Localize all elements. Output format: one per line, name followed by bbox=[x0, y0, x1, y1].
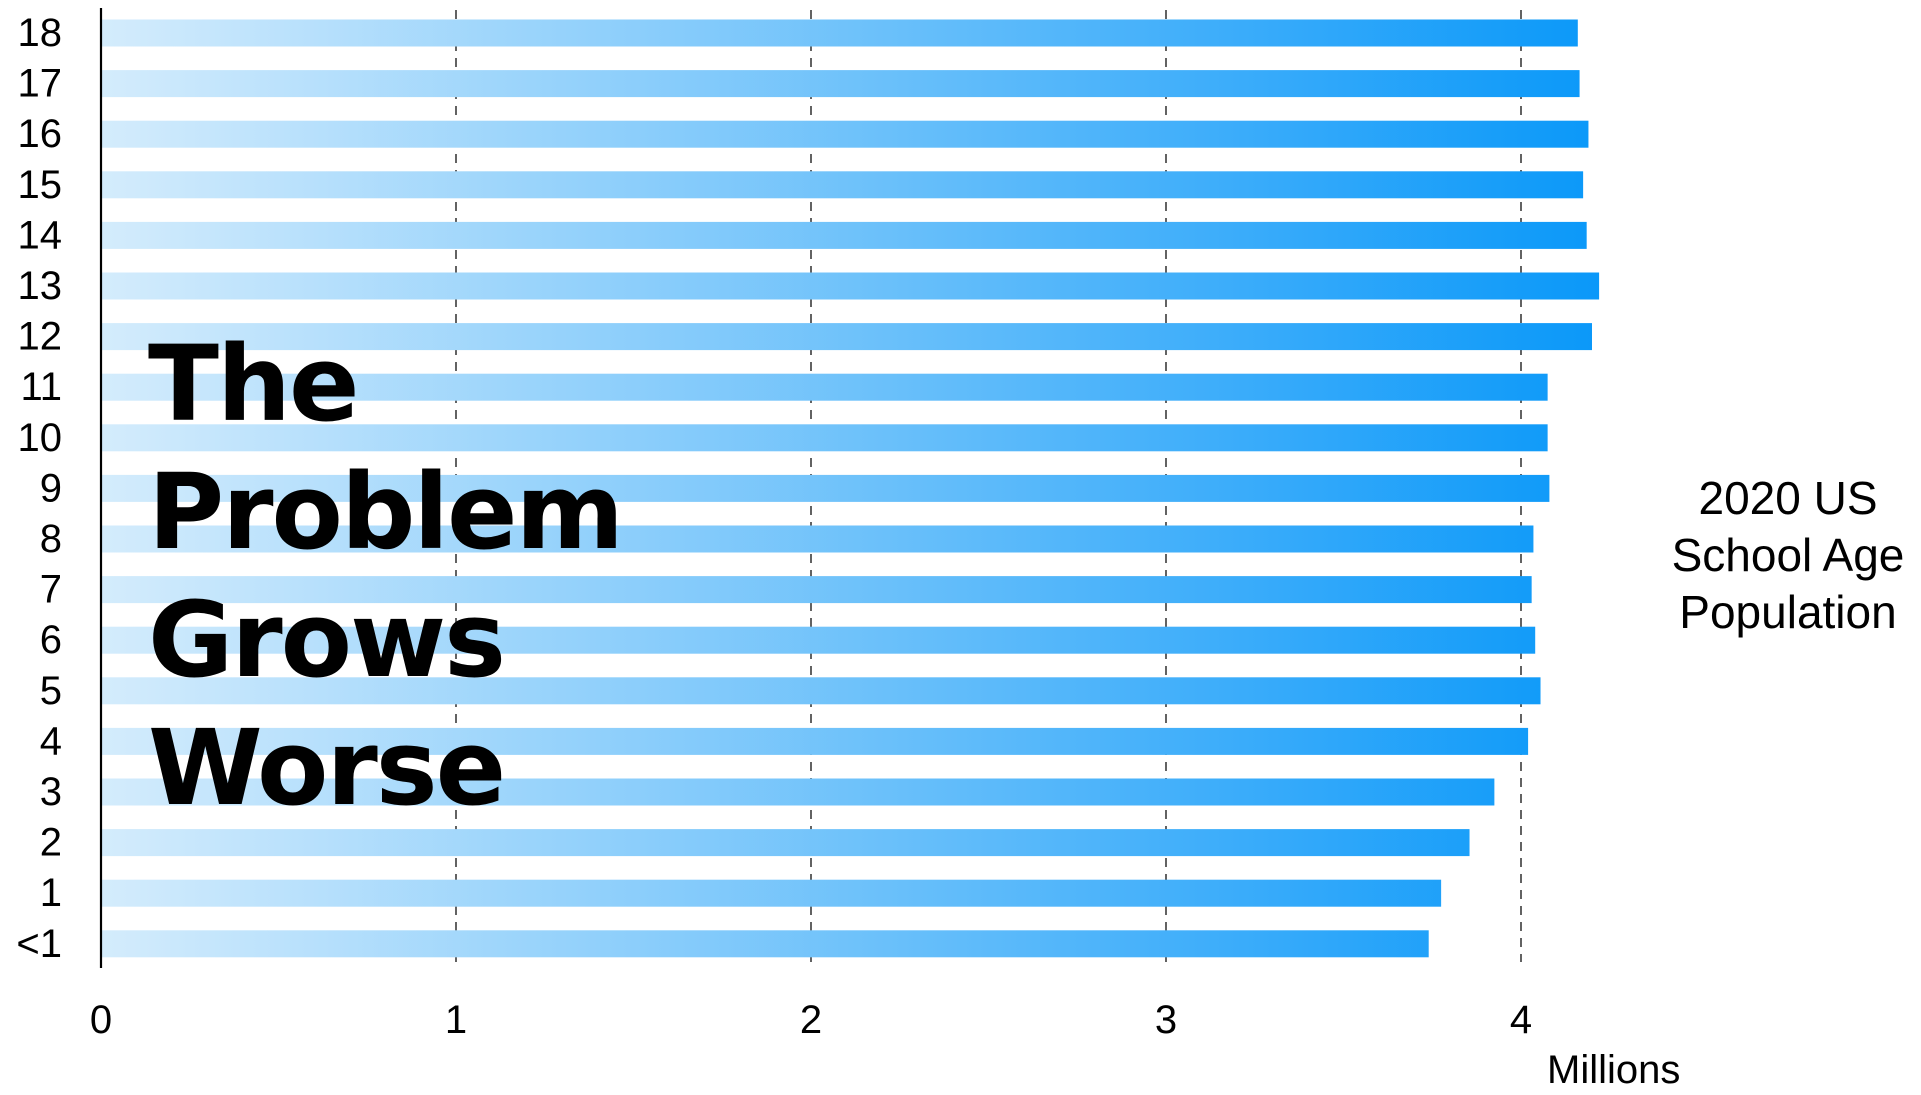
y-tick-label: 1 bbox=[40, 871, 62, 915]
y-tick-label: 3 bbox=[40, 770, 62, 814]
y-tick-label: 11 bbox=[20, 365, 62, 409]
y-tick-label: 13 bbox=[18, 264, 63, 308]
bar-age-2 bbox=[101, 829, 1470, 857]
x-tick-label: 3 bbox=[1155, 998, 1177, 1042]
x-axis-unit-label: Millions bbox=[1547, 1048, 1681, 1092]
bar-age-18 bbox=[101, 19, 1578, 47]
bar-age-15 bbox=[101, 171, 1584, 199]
y-tick-label: 18 bbox=[18, 11, 63, 55]
bar-age-11 bbox=[101, 373, 1548, 401]
y-tick-label: 8 bbox=[40, 517, 62, 561]
overlay-title-line: Grows bbox=[148, 579, 506, 701]
bar-age-1 bbox=[101, 879, 1442, 907]
bar-age-14 bbox=[101, 221, 1587, 249]
bar-age-8 bbox=[101, 525, 1534, 553]
overlay-title-line: The bbox=[148, 323, 360, 445]
bar-age-12 bbox=[101, 323, 1592, 351]
bar-age-lt1 bbox=[101, 930, 1429, 958]
side-caption-line: School Age bbox=[1671, 529, 1905, 581]
side-caption-line: Population bbox=[1679, 586, 1897, 638]
y-tick-label: 15 bbox=[18, 163, 63, 207]
bar-age-17 bbox=[101, 70, 1580, 98]
y-tick-label: 7 bbox=[40, 568, 62, 612]
side-caption-line: 2020 US bbox=[1698, 472, 1878, 524]
bar-age-6 bbox=[101, 626, 1536, 654]
bar-age-13 bbox=[101, 272, 1600, 300]
overlay-title: The Problem Grows Worse bbox=[148, 320, 624, 832]
side-caption: 2020 US School Age Population bbox=[1650, 470, 1921, 641]
x-tick-label: 2 bbox=[800, 998, 822, 1042]
y-tick-label: 17 bbox=[18, 62, 63, 106]
bar-age-10 bbox=[101, 424, 1548, 452]
bar-age-16 bbox=[101, 120, 1589, 148]
bar-age-3 bbox=[101, 778, 1495, 806]
x-tick-label: 4 bbox=[1510, 998, 1532, 1042]
y-tick-label: 2 bbox=[40, 821, 62, 865]
y-tick-label: 9 bbox=[40, 466, 62, 510]
bar-age-9 bbox=[101, 474, 1550, 502]
y-tick-label: 10 bbox=[18, 416, 63, 460]
y-tick-label: 14 bbox=[18, 213, 63, 257]
bar-age-5 bbox=[101, 677, 1541, 705]
y-tick-label: <1 bbox=[16, 922, 62, 966]
y-tick-label: 5 bbox=[40, 669, 62, 713]
y-tick-label: 16 bbox=[18, 112, 63, 156]
y-tick-labels: 18 17 16 15 14 13 12 11 10 9 8 7 6 5 4 3 2 1 <1 bbox=[16, 11, 62, 966]
x-tick-label: 1 bbox=[445, 998, 467, 1042]
x-tick-label: 0 bbox=[90, 998, 112, 1042]
y-tick-label: 4 bbox=[40, 719, 62, 763]
y-tick-label: 6 bbox=[40, 618, 62, 662]
x-tick-labels: 0 1 2 3 4 bbox=[90, 998, 1532, 1042]
overlay-title-line: Worse bbox=[148, 707, 506, 829]
overlay-title-line: Problem bbox=[148, 451, 624, 573]
bar-age-4 bbox=[101, 727, 1529, 755]
bars bbox=[101, 19, 1600, 958]
bar-age-7 bbox=[101, 576, 1532, 604]
y-tick-label: 12 bbox=[18, 315, 63, 359]
